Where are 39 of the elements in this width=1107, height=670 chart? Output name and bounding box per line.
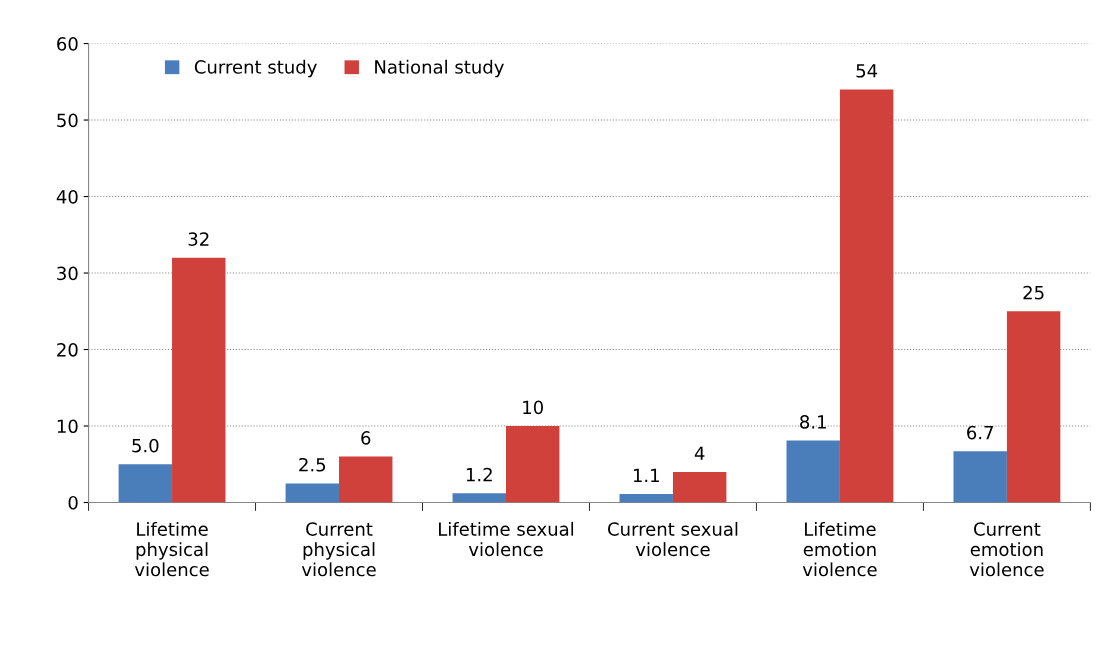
y-tick-label: 30 <box>57 266 78 281</box>
bar <box>1006 311 1061 503</box>
data-label: 8.1 <box>800 415 826 429</box>
data-label: 54 <box>856 64 878 78</box>
bar <box>672 471 727 503</box>
data-label: 1.2 <box>466 467 492 482</box>
bar <box>172 257 226 503</box>
y-tick-label: 0 <box>68 495 78 510</box>
x-tick-label: Current emotion violence <box>969 522 1044 577</box>
legend-label: Current study <box>194 59 317 78</box>
bar <box>953 451 1007 503</box>
y-tick-label: 10 <box>57 419 78 434</box>
data-label: 32 <box>188 232 209 246</box>
x-tick-label: Current sexual violence <box>608 521 738 557</box>
data-label: 1.1 <box>633 468 659 482</box>
data-label: 25 <box>1023 285 1044 300</box>
bar <box>786 440 840 503</box>
y-tick-label: 60 <box>57 37 78 51</box>
data-label: 2.5 <box>299 457 326 472</box>
y-tick-label: 20 <box>57 342 78 357</box>
legend-label: National study <box>375 59 504 78</box>
bar <box>339 456 393 503</box>
data-label: 6 <box>361 431 371 445</box>
data-label: 10 <box>523 400 543 415</box>
data-label: 5.0 <box>132 438 159 453</box>
x-tick-label: Lifetime physical violence <box>134 521 209 577</box>
bar <box>285 483 340 503</box>
x-tick-label: Current physical violence <box>301 522 376 577</box>
data-label: 4 <box>694 446 705 460</box>
bar <box>839 89 894 503</box>
bar <box>452 493 506 503</box>
data-label: 6.7 <box>967 425 994 440</box>
y-tick-label: 40 <box>56 189 78 204</box>
x-tick-label: Lifetime emotion violence <box>802 521 877 577</box>
bar <box>619 494 673 503</box>
y-tick-label: 50 <box>57 113 78 128</box>
bar <box>118 464 173 503</box>
x-tick-label: Lifetime sexual violence <box>439 521 574 557</box>
bar <box>505 426 560 503</box>
